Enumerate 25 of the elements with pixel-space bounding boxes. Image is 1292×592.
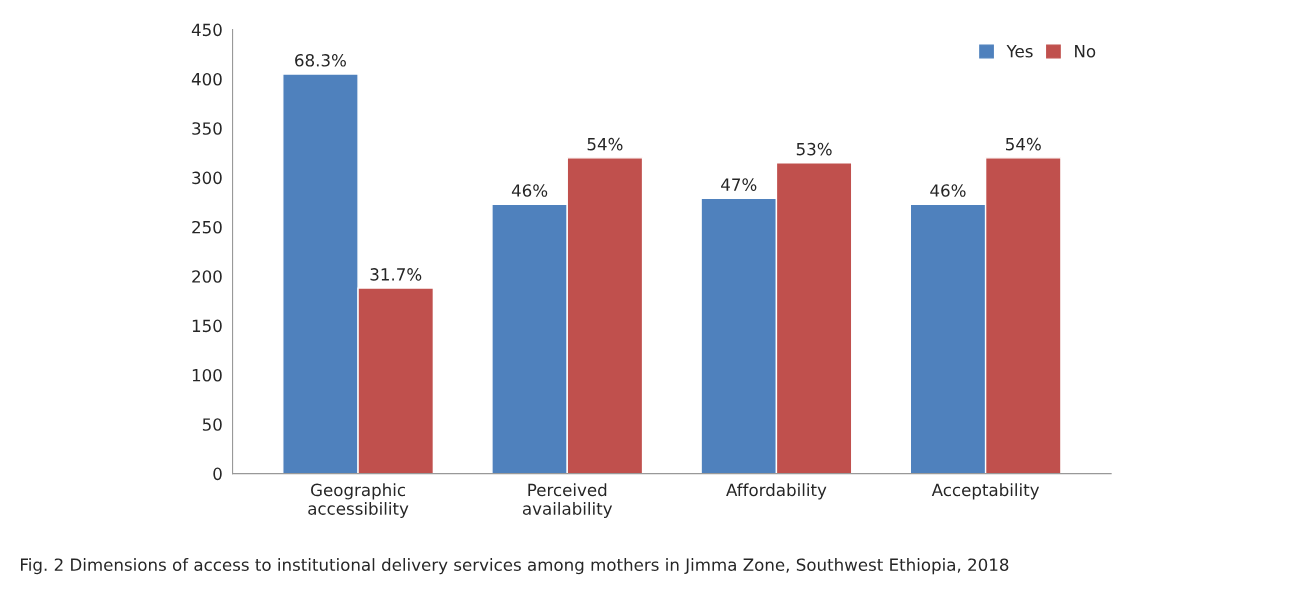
x-tick-label: Affordability (726, 483, 827, 500)
legend-label: No (1075, 45, 1096, 58)
annotation: 47% (721, 178, 757, 191)
x-tick-label: Perceived availability (522, 483, 613, 519)
caption: Fig. 2 Dimensions of access to institutional delivery services among mothers in Jimma Zone, Southwest Ethiopia, 2018 (21, 558, 1009, 575)
y-tick-label: 350 (192, 122, 222, 135)
annotation: 68.3% (295, 54, 346, 67)
x-tick-label: Geographic accessibility (308, 483, 409, 519)
y-tick-label: 450 (191, 23, 222, 37)
legend-label: Yes (1006, 45, 1033, 58)
annotation: 53% (796, 142, 832, 156)
y-tick-label: 300 (192, 171, 222, 185)
y-tick-label: 50 (202, 418, 222, 431)
y-tick-label: 100 (192, 368, 222, 382)
annotation: 54% (1006, 137, 1041, 151)
annotation: 46% (511, 184, 548, 197)
y-tick-label: 200 (192, 270, 222, 283)
annotation: 46% (930, 184, 966, 197)
y-tick-label: 400 (191, 72, 222, 86)
annotation: 31.7% (370, 268, 422, 281)
y-tick-label: 250 (192, 220, 222, 234)
x-tick-label: Acceptability (931, 483, 1040, 500)
y-tick-label: 150 (192, 319, 222, 333)
annotation: 54% (587, 137, 623, 151)
y-tick-label: 0 (213, 467, 222, 481)
